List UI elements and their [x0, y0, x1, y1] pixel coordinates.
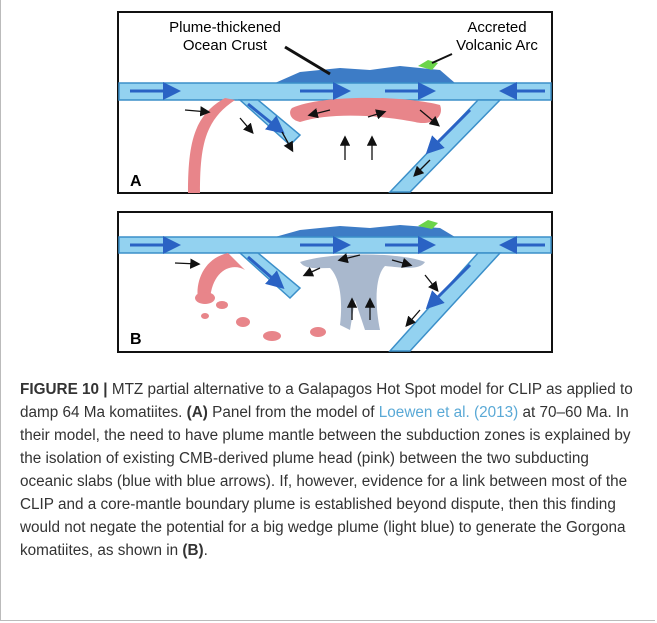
- panel-b: B: [118, 212, 552, 352]
- annotation: Accreted: [467, 19, 526, 36]
- panel-label: B: [130, 331, 142, 348]
- caption-text: (B): [182, 542, 203, 559]
- panel-a: A Plume-thickened Ocean Crust Accreted V…: [118, 12, 552, 193]
- caption-text: at 70–60 Ma. In their model, the need to…: [20, 404, 631, 559]
- annotation: Ocean Crust: [183, 37, 268, 54]
- panel-label: A: [130, 173, 142, 190]
- figure-caption: FIGURE 10 | MTZ partial alternative to a…: [20, 378, 640, 562]
- annotation: Volcanic Arc: [456, 37, 538, 54]
- annotation: Plume-thickened: [169, 19, 281, 36]
- caption-text: FIGURE 10 |: [20, 381, 108, 398]
- figure-art: A Plume-thickened Ocean Crust Accreted V…: [0, 0, 657, 370]
- caption-text: .: [204, 542, 208, 559]
- caption-text: Panel from the model of: [208, 404, 379, 421]
- citation-link[interactable]: Loewen et al. (2013): [379, 404, 518, 421]
- caption-text: (A): [187, 404, 208, 421]
